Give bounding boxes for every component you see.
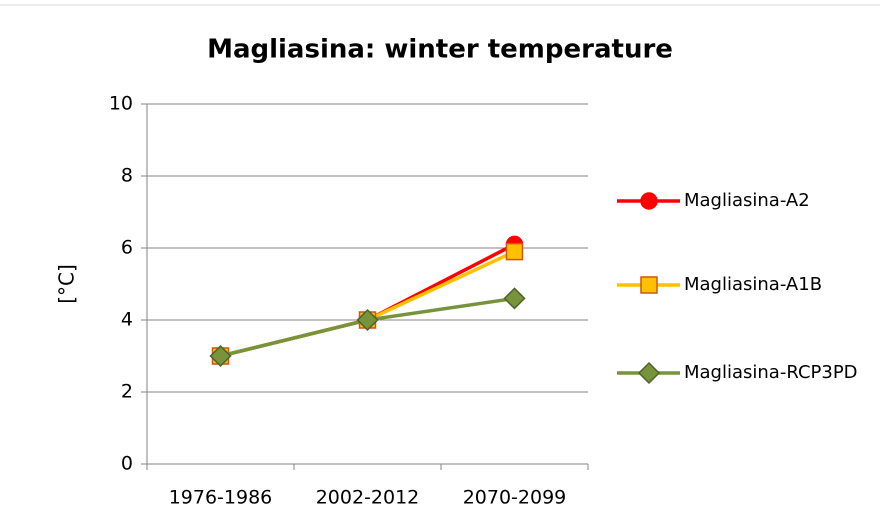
y-tick-label: 4 xyxy=(121,309,133,331)
x-tick-label: 1976-1986 xyxy=(169,487,273,509)
legend-label: Magliasina-A2 xyxy=(684,190,810,211)
y-tick-label: 2 xyxy=(121,381,133,403)
marker xyxy=(209,344,232,368)
y-tick-label: 8 xyxy=(121,165,133,187)
marker xyxy=(637,361,661,385)
chart-title: Magliasina: winter temperature xyxy=(207,35,673,65)
y-tick-label: 10 xyxy=(109,93,133,115)
marker xyxy=(640,192,658,210)
y-tick-label: 6 xyxy=(121,237,133,259)
y-axis-label: [°C] xyxy=(55,264,79,304)
x-tick-label: 2070-2099 xyxy=(463,487,567,509)
x-tick-label: 2002-2012 xyxy=(316,487,420,509)
legend-label: Magliasina-A1B xyxy=(684,274,823,295)
y-tick-label: 0 xyxy=(121,453,133,475)
marker xyxy=(640,276,658,294)
marker xyxy=(505,242,524,261)
legend-label: Magliasina-RCP3PD xyxy=(684,362,858,383)
marker xyxy=(356,308,379,332)
marker xyxy=(503,287,526,310)
series-line xyxy=(220,242,516,358)
